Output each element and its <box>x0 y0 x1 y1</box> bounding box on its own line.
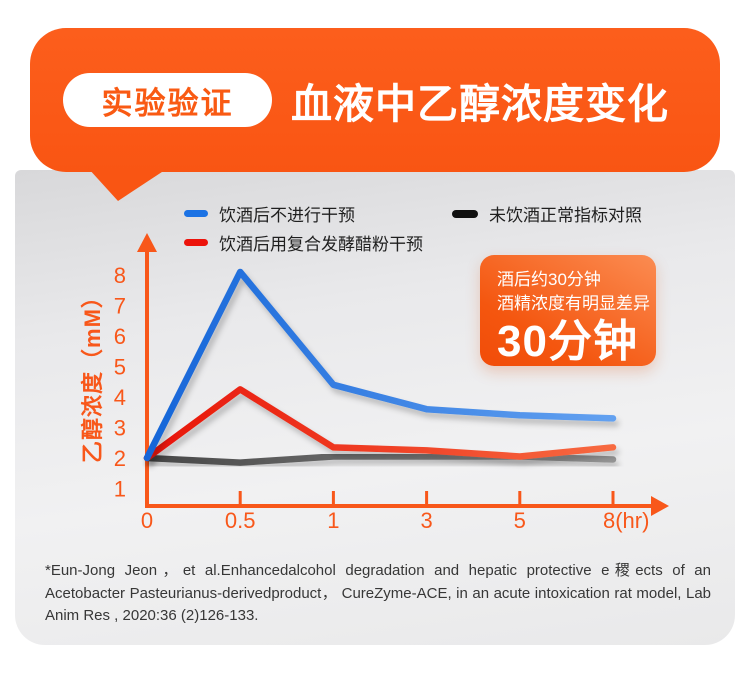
x-axis-arrow-icon <box>651 496 669 516</box>
x-tick-label: 8(hr) <box>603 508 649 533</box>
legend-item-vinegar-powder: 饮酒后用复合发酵醋粉干预 <box>184 230 423 255</box>
axes <box>145 240 652 508</box>
blue-line-swatch <box>184 210 208 217</box>
content-card <box>15 170 735 645</box>
x-tick-label: 0.5 <box>225 508 256 533</box>
y-tick-label: 1 <box>114 477 126 502</box>
x-tick-label: 5 <box>514 508 526 533</box>
callout-highlight: 30分钟 <box>497 317 638 367</box>
y-axis-label: 乙醇浓度（mM） <box>80 285 105 463</box>
legend-label: 饮酒后用复合发酵醋粉干预 <box>219 235 423 254</box>
callout-box: 酒后约30分钟 酒精浓度有明显差异 30分钟 <box>480 255 656 366</box>
legend-label: 未饮酒正常指标对照 <box>489 206 642 225</box>
experiment-badge: 实验验证 <box>63 73 272 127</box>
x-tick-label: 3 <box>420 508 432 533</box>
y-tick-label: 3 <box>114 416 126 441</box>
legend-label: 饮酒后不进行干预 <box>219 206 355 225</box>
series-line-1 <box>143 386 617 462</box>
page-title: 血液中乙醇浓度变化 <box>291 81 669 127</box>
x-tick-label: 1 <box>327 508 339 533</box>
callout-line2: 酒精浓度有明显差异 <box>497 294 650 314</box>
series-line-0 <box>143 268 617 462</box>
y-tick-label: 5 <box>114 355 126 380</box>
legend-item-control: 未饮酒正常指标对照 <box>452 201 642 226</box>
footnote-citation: *Eun-Jong Jeon，et al.Enhancedalcohol deg… <box>45 562 711 624</box>
legend-item-no-intervention: 饮酒后不进行干预 <box>184 201 355 226</box>
red-line-swatch <box>184 239 208 246</box>
y-axis-arrow-icon <box>137 233 157 252</box>
header-speech-tail <box>88 168 168 201</box>
y-tick-label: 4 <box>114 385 126 410</box>
y-tick-label: 7 <box>114 294 126 319</box>
black-line-swatch <box>452 209 478 218</box>
y-tick-label: 8 <box>114 263 126 288</box>
y-tick-label: 2 <box>114 446 126 471</box>
header-banner: 实验验证 血液中乙醇浓度变化 <box>30 28 720 172</box>
y-tick-label: 6 <box>114 324 126 349</box>
callout-line1: 酒后约30分钟 <box>497 270 601 289</box>
x-tick-label: 0 <box>141 508 153 533</box>
